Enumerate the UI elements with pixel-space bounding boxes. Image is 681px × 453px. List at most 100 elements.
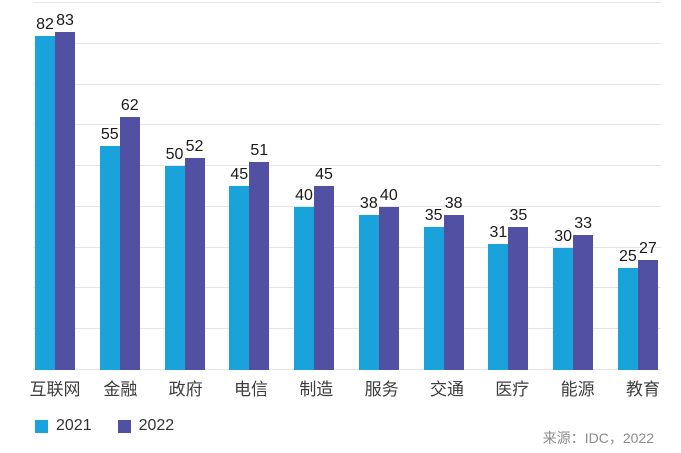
- bar-wrap-2021: 55: [99, 126, 120, 370]
- bar-group: 30 33: [553, 215, 594, 370]
- bar-2022: [637, 260, 658, 370]
- bar-group: 50 52: [164, 138, 205, 370]
- bar-value-label: 40: [379, 187, 398, 204]
- bar-wrap-2021: 30: [553, 228, 574, 370]
- bar-wrap-2022: 35: [508, 207, 529, 370]
- bar-wrap-2021: 25: [617, 248, 638, 370]
- bar-group: 35 38: [423, 195, 464, 370]
- bar-2021: [164, 166, 185, 370]
- bar-wrap-2021: 38: [358, 195, 379, 370]
- bar-wrap-2021: 82: [35, 16, 55, 370]
- bar-2022: [55, 32, 75, 370]
- bar-2021: [99, 146, 120, 370]
- category-label: 医疗: [495, 380, 530, 399]
- bar-value-label: 52: [185, 138, 204, 155]
- category-label: 制造: [299, 380, 334, 399]
- bar-value-label: 50: [165, 146, 184, 163]
- bar-2021: [35, 36, 55, 370]
- bar-wrap-2022: 27: [637, 240, 658, 370]
- grid-line: [33, 246, 661, 248]
- legend-item-2021: 2021: [35, 417, 92, 435]
- bar-wrap-2021: 35: [423, 207, 444, 370]
- bar-value-label: 40: [295, 187, 313, 204]
- plot-area: 82 83 55 62 50 52 45 51 40 45 38 40 35 38 31 35 30 33 25 27: [33, 2, 661, 370]
- bar-value-label: 51: [250, 142, 269, 159]
- category-label: 能源: [560, 380, 595, 399]
- bar-wrap-2022: 62: [119, 97, 140, 370]
- bar-value-label: 35: [509, 207, 528, 224]
- bar-2022: [314, 186, 335, 370]
- grid-line: [33, 205, 661, 207]
- grid-line: [33, 124, 661, 126]
- bar-2021: [617, 268, 638, 370]
- bars-layer: 82 83 55 62 50 52 45 51 40 45 38 40 35 38 31 35 30 33 25 27: [33, 3, 661, 370]
- bar-group: 55 62: [99, 97, 140, 370]
- bar-2022: [378, 207, 399, 370]
- bar-wrap-2021: 50: [164, 146, 185, 370]
- bar-group: 40 45: [294, 166, 335, 370]
- category-label: 教育: [625, 380, 660, 399]
- category-label: 电信: [233, 380, 268, 399]
- category-label: 互联网: [29, 380, 81, 399]
- bar-wrap-2022: 40: [378, 187, 399, 370]
- legend: 2021 2022: [35, 417, 174, 435]
- bar-2021: [294, 207, 315, 370]
- bar-value-label: 82: [36, 16, 54, 33]
- bar-2021: [488, 244, 509, 370]
- grid-line: [33, 42, 661, 44]
- bar-wrap-2022: 45: [314, 166, 335, 370]
- bar-value-label: 30: [554, 228, 573, 245]
- bar-wrap-2022: 38: [443, 195, 464, 370]
- bar-2022: [443, 215, 464, 370]
- grid-line: [33, 369, 661, 370]
- bar-value-label: 33: [574, 215, 593, 232]
- bar-wrap-2022: 83: [55, 12, 75, 370]
- bar-wrap-2022: 52: [184, 138, 205, 370]
- bar-wrap-2022: 51: [249, 142, 270, 370]
- bar-value-label: 45: [315, 166, 333, 183]
- source-note: 来源：IDC，2022: [542, 430, 654, 446]
- grid-line: [33, 2, 661, 3]
- bar-2021: [423, 227, 444, 370]
- gridlines: [33, 2, 661, 370]
- bar-group: 38 40: [358, 187, 399, 370]
- bar-2022: [249, 162, 270, 370]
- bar-group: 82 83: [35, 12, 75, 370]
- bar-group: 25 27: [617, 240, 658, 370]
- bar-wrap-2021: 31: [488, 224, 509, 370]
- bar-2022: [184, 158, 205, 370]
- bar-2021: [358, 215, 379, 370]
- bar-value-label: 31: [489, 224, 508, 241]
- grid-line: [33, 287, 661, 289]
- grid-line: [33, 328, 661, 330]
- bar-value-label: 25: [618, 248, 637, 265]
- grid-line: [33, 83, 661, 85]
- grid-line: [33, 165, 661, 167]
- bar-value-label: 55: [100, 126, 119, 143]
- category-label: 服务: [364, 380, 399, 399]
- category-label: 政府: [168, 380, 203, 399]
- bar-wrap-2021: 45: [229, 166, 250, 370]
- category-row: 互联网 金融 政府 电信 制造 服务 交通 医疗 能源 教育: [29, 375, 666, 400]
- bar-value-label: 27: [638, 240, 657, 257]
- bar-wrap-2022: 33: [573, 215, 594, 370]
- bar-2022: [119, 117, 140, 370]
- legend-item-2022: 2022: [117, 417, 175, 435]
- legend-swatch-2022: [117, 419, 131, 433]
- legend-label: 2021: [56, 417, 92, 434]
- bar-value-label: 62: [120, 97, 139, 114]
- bar-group: 31 35: [488, 207, 529, 370]
- bar-value-label: 35: [424, 207, 443, 224]
- legend-label: 2022: [138, 417, 175, 434]
- legend-swatch-2021: [35, 419, 48, 433]
- bar-value-label: 83: [56, 12, 74, 29]
- bar-wrap-2021: 40: [294, 187, 315, 370]
- bar-value-label: 38: [359, 195, 378, 212]
- bar-group: 45 51: [229, 142, 270, 370]
- bar-value-label: 45: [230, 166, 249, 183]
- bar-value-label: 38: [444, 195, 463, 212]
- bar-2021: [229, 186, 250, 370]
- bar-2021: [553, 248, 574, 370]
- category-label: 交通: [429, 380, 464, 399]
